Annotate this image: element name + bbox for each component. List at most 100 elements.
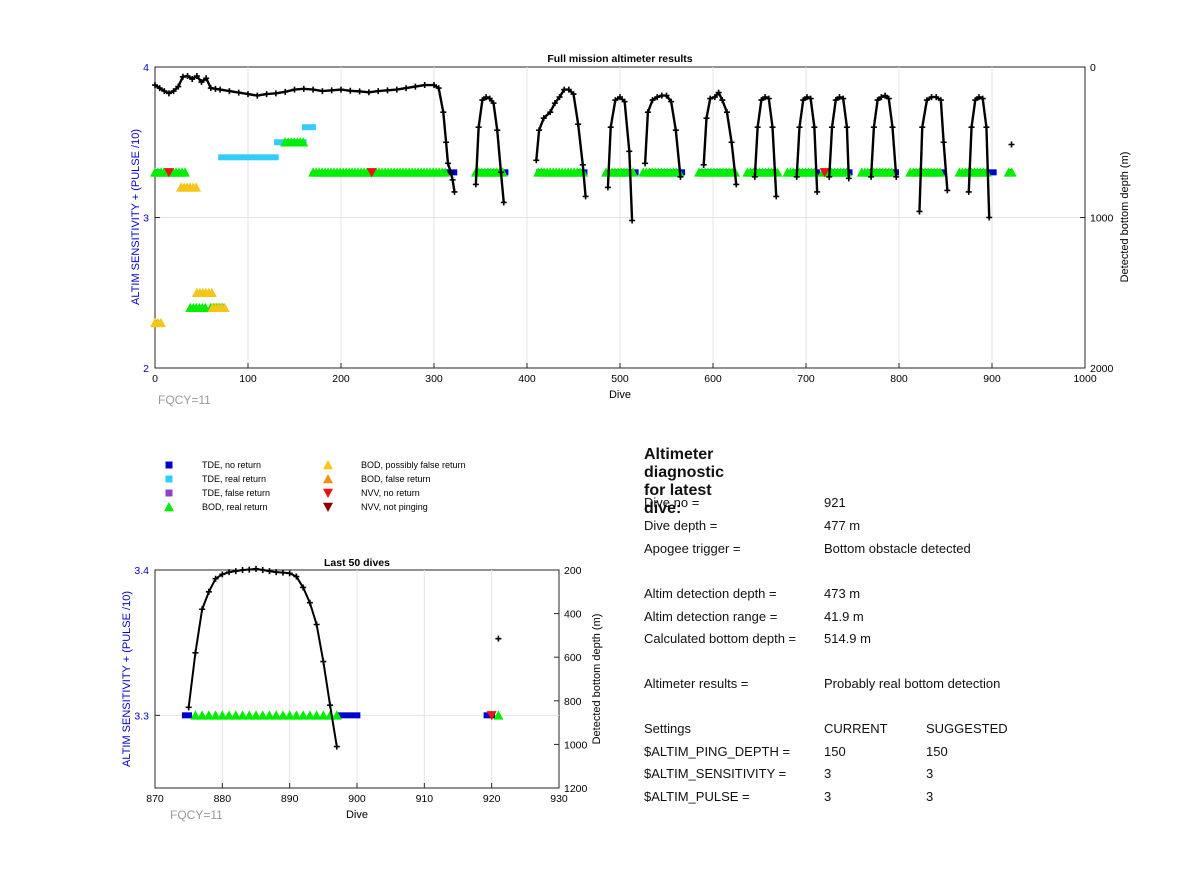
legend-triangle-down-icon: [323, 488, 333, 498]
depth-point: [245, 91, 251, 98]
depth-point: [940, 139, 947, 146]
depth-point: [923, 97, 930, 104]
last-50-dives-chart: 870 880 890 900 910 920 930 3.3 3.4 200 400 600 800 1…: [121, 557, 603, 822]
depth-point: [293, 573, 300, 580]
depth-point: [570, 91, 577, 98]
y2-tick-label: 600: [564, 652, 582, 664]
depth-point: [983, 124, 990, 131]
marker-triangle: [298, 137, 309, 147]
depth-point: [356, 88, 363, 95]
marker-triangle: [206, 287, 217, 297]
depth-point: [217, 86, 224, 93]
diag-label-dive-depth: Dive depth =: [644, 518, 718, 533]
depth-point: [232, 568, 239, 575]
legend-label: BOD, false return: [361, 474, 431, 484]
depth-point: [889, 124, 896, 131]
settings-header-current: CURRENT: [824, 721, 888, 736]
diagnostic-title: Altimeter diagnostic for latest dive:: [644, 446, 725, 517]
marker-triangle: [219, 302, 230, 313]
depth-point: [192, 649, 199, 656]
setting-suggested-sensitivity: 3: [926, 766, 934, 781]
depth-point: [239, 567, 246, 573]
setting-label-ping-depth: $ALTIM_PING_DEPTH =: [644, 744, 791, 759]
y-tick-label: 3.3: [134, 710, 149, 722]
bottom-x-axis-label: Dive: [346, 809, 368, 821]
depth-point: [533, 157, 540, 164]
marker-triangle: [230, 710, 241, 720]
x-tick-label: 900: [983, 373, 1001, 385]
depth-point: [975, 94, 982, 101]
depth-point: [703, 115, 710, 122]
depth-point: [319, 88, 326, 95]
depth-point: [393, 86, 400, 93]
depth-point: [495, 635, 502, 642]
depth-point: [604, 184, 611, 191]
depth-point: [421, 82, 428, 89]
depth-point: [878, 94, 885, 101]
depth-point: [811, 124, 818, 131]
depth-point: [845, 175, 852, 182]
depth-point: [626, 148, 633, 155]
depth-point: [412, 83, 419, 90]
diag-label-results: Altimeter results =: [644, 676, 749, 691]
depth-point: [170, 88, 177, 95]
depth-point: [333, 743, 340, 750]
y-tick-label: 4: [143, 62, 149, 74]
diag-value-detection-range: 41.9 m: [824, 609, 864, 624]
depth-point: [440, 109, 447, 116]
diag-label-dive-no: Dive no =: [644, 495, 700, 510]
depth-point: [320, 658, 327, 665]
marker-triangle: [190, 710, 201, 720]
legend: TDE, no return TDE, real return TDE, false…: [164, 460, 466, 512]
y2-tick-label: 0: [1090, 62, 1096, 74]
settings-header-label: Settings: [644, 721, 691, 736]
depth-point: [979, 95, 986, 102]
depth-point: [306, 599, 313, 606]
depth-point: [266, 568, 273, 575]
depth-point: [803, 94, 810, 101]
depth-point: [672, 127, 679, 134]
depth-point: [286, 570, 293, 577]
depth-point: [919, 124, 926, 131]
bottom-chart-title: Last 50 dives: [324, 557, 390, 569]
marker-triangle: [331, 710, 342, 720]
depth-point: [300, 584, 307, 591]
top-chart-title: Full mission altimeter results: [547, 53, 692, 65]
depth-point: [235, 89, 242, 96]
y-tick-label: 2: [143, 363, 149, 375]
depth-point: [444, 160, 451, 167]
setting-label-pulse: $ALTIM_PULSE =: [644, 789, 750, 804]
depth-point: [968, 124, 975, 131]
depth-point: [175, 83, 182, 90]
legend-label: NVV, not pinging: [361, 502, 428, 512]
depth-point: [451, 188, 458, 195]
depth-point: [800, 97, 807, 104]
depth-point: [338, 86, 344, 93]
depth-point: [621, 98, 628, 105]
y2-tick-label: 2000: [1090, 363, 1114, 375]
depth-point: [490, 100, 497, 107]
y2-tick-label: 200: [564, 565, 582, 577]
depth-point: [219, 571, 226, 578]
x-tick-label: 1000: [1073, 373, 1097, 385]
bottom-y-axis-label: ALTIM SENSITIVITY + (PULSE /10): [121, 591, 133, 767]
diag-value-bottom-depth: 514.9 m: [824, 631, 871, 646]
marker-triangle: [224, 710, 235, 720]
legend-square-icon: [165, 461, 173, 469]
depth-point: [205, 588, 212, 595]
depth-point: [300, 85, 307, 92]
y-tick-label: 3: [143, 213, 149, 225]
marker-triangle: [304, 710, 315, 720]
x-tick-label: 200: [332, 373, 350, 385]
y-tick-label: 3.4: [134, 565, 149, 577]
legend-label: TDE, real return: [202, 474, 266, 484]
depth-point: [663, 92, 670, 99]
depth-point: [310, 86, 317, 93]
depth-point: [654, 94, 661, 101]
marker-triangle: [203, 710, 214, 720]
marker-triangle: [440, 167, 451, 177]
x-tick-label: 930: [550, 793, 568, 805]
depth-point: [165, 90, 172, 97]
depth-point: [937, 97, 944, 104]
depth-point: [435, 85, 442, 92]
